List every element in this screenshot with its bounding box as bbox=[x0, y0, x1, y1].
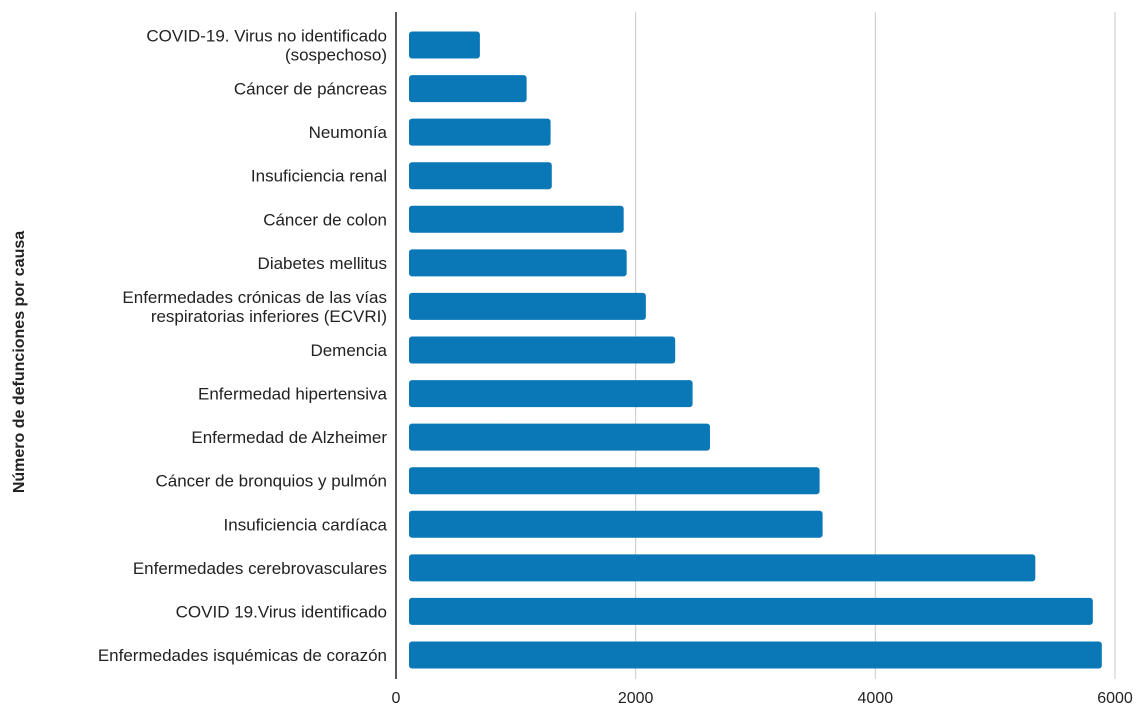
bar bbox=[409, 205, 624, 233]
bar bbox=[409, 75, 527, 103]
category-label: Cáncer de colon bbox=[263, 210, 387, 229]
bar bbox=[409, 380, 693, 408]
x-tick-labels: 0 2000 4000 6000 bbox=[392, 690, 1133, 707]
x-tick-label: 0 bbox=[392, 690, 401, 707]
y-axis-title: Número de defunciones por causa bbox=[11, 231, 28, 493]
bar bbox=[409, 31, 480, 59]
x-tick-label: 2000 bbox=[618, 690, 654, 707]
category-label: Enfermedad hipertensiva bbox=[198, 385, 388, 404]
category-label: Neumonía bbox=[309, 123, 388, 142]
category-label: Diabetes mellitus bbox=[258, 254, 387, 273]
category-label: COVID 19.Virus identificado bbox=[176, 602, 387, 621]
bar bbox=[409, 292, 646, 320]
bars bbox=[409, 31, 1102, 669]
category-label: Enfermedades crónicas de las vías respira… bbox=[122, 288, 387, 326]
category-label: Insuficiencia renal bbox=[251, 167, 387, 186]
bar bbox=[409, 554, 1036, 582]
bar bbox=[409, 162, 552, 190]
category-label: Cáncer de páncreas bbox=[234, 80, 387, 99]
category-label: Enfermedades isquémicas de corazón bbox=[98, 646, 387, 665]
bar bbox=[409, 510, 823, 538]
bar bbox=[409, 597, 1093, 625]
bar bbox=[409, 249, 627, 277]
category-label: Enfermedades cerebrovasculares bbox=[133, 559, 387, 578]
category-labels: COVID-19. Virus no identificado (sospecho… bbox=[98, 27, 388, 666]
bar bbox=[409, 118, 551, 146]
category-label: Insuficiencia cardíaca bbox=[224, 515, 388, 534]
bar bbox=[409, 423, 710, 451]
x-tick-label: 4000 bbox=[858, 690, 894, 707]
x-tick-label: 6000 bbox=[1097, 690, 1133, 707]
category-label: Cáncer de bronquios y pulmón bbox=[155, 472, 387, 491]
category-label: COVID-19. Virus no identificado (sospecho… bbox=[146, 27, 387, 65]
bar bbox=[409, 641, 1102, 669]
bar bbox=[409, 336, 676, 364]
category-label: Demencia bbox=[310, 341, 387, 360]
bar bbox=[409, 467, 820, 495]
category-label: Enfermedad de Alzheimer bbox=[191, 428, 387, 447]
